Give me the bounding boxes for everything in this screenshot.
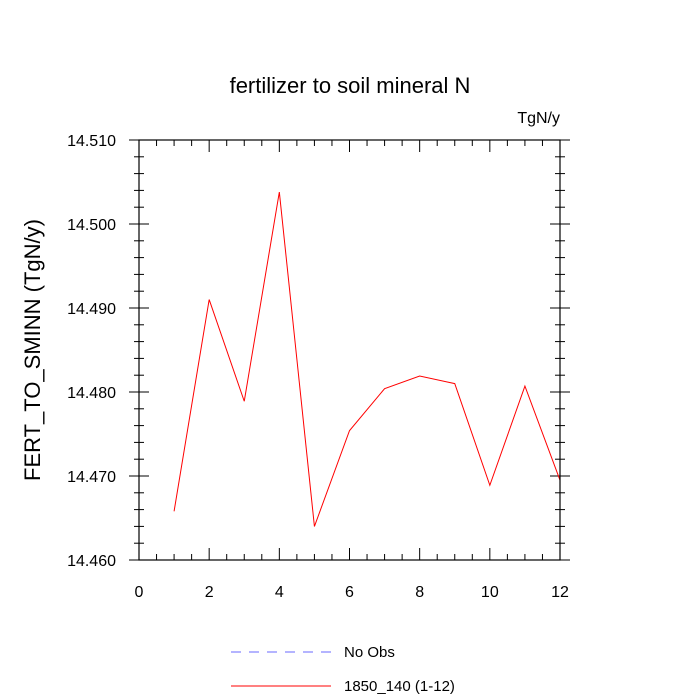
- y-tick-label: 14.490: [67, 301, 116, 318]
- plot-frame: [138, 139, 561, 561]
- y-axis-label: FERT_TO_SMINN (TgN/y): [20, 219, 45, 481]
- y-tick-label: 14.510: [67, 133, 116, 150]
- x-tick-label: 2: [205, 584, 214, 601]
- series-lines: [173, 191, 561, 527]
- series-line-1: [173, 191, 561, 527]
- y-tick-label: 14.480: [67, 385, 116, 402]
- y-tick-label: 14.500: [67, 217, 116, 234]
- y-tick-label: 14.470: [67, 469, 116, 486]
- x-tick-label: 0: [135, 584, 144, 601]
- x-tick-label: 8: [415, 584, 424, 601]
- axis-ticks: [129, 139, 570, 561]
- y-tick-label: 14.460: [67, 553, 116, 570]
- legend: No Obs 1850_140 (1-12): [231, 644, 455, 695]
- x-tick-label: 4: [275, 584, 284, 601]
- legend-label-no-obs: No Obs: [344, 644, 395, 661]
- chart-title: fertilizer to soil mineral N: [230, 73, 471, 98]
- tick-labels: 0 2 4 6 8 10 12 14.460 14.470 14.480 14.490 14.500 1…: [67, 133, 569, 601]
- units-label: TgN/y: [517, 110, 560, 127]
- x-tick-label: 6: [345, 584, 354, 601]
- x-tick-label: 10: [481, 584, 499, 601]
- legend-label-1850-140: 1850_140 (1-12): [344, 678, 455, 695]
- x-tick-label: 12: [551, 584, 569, 601]
